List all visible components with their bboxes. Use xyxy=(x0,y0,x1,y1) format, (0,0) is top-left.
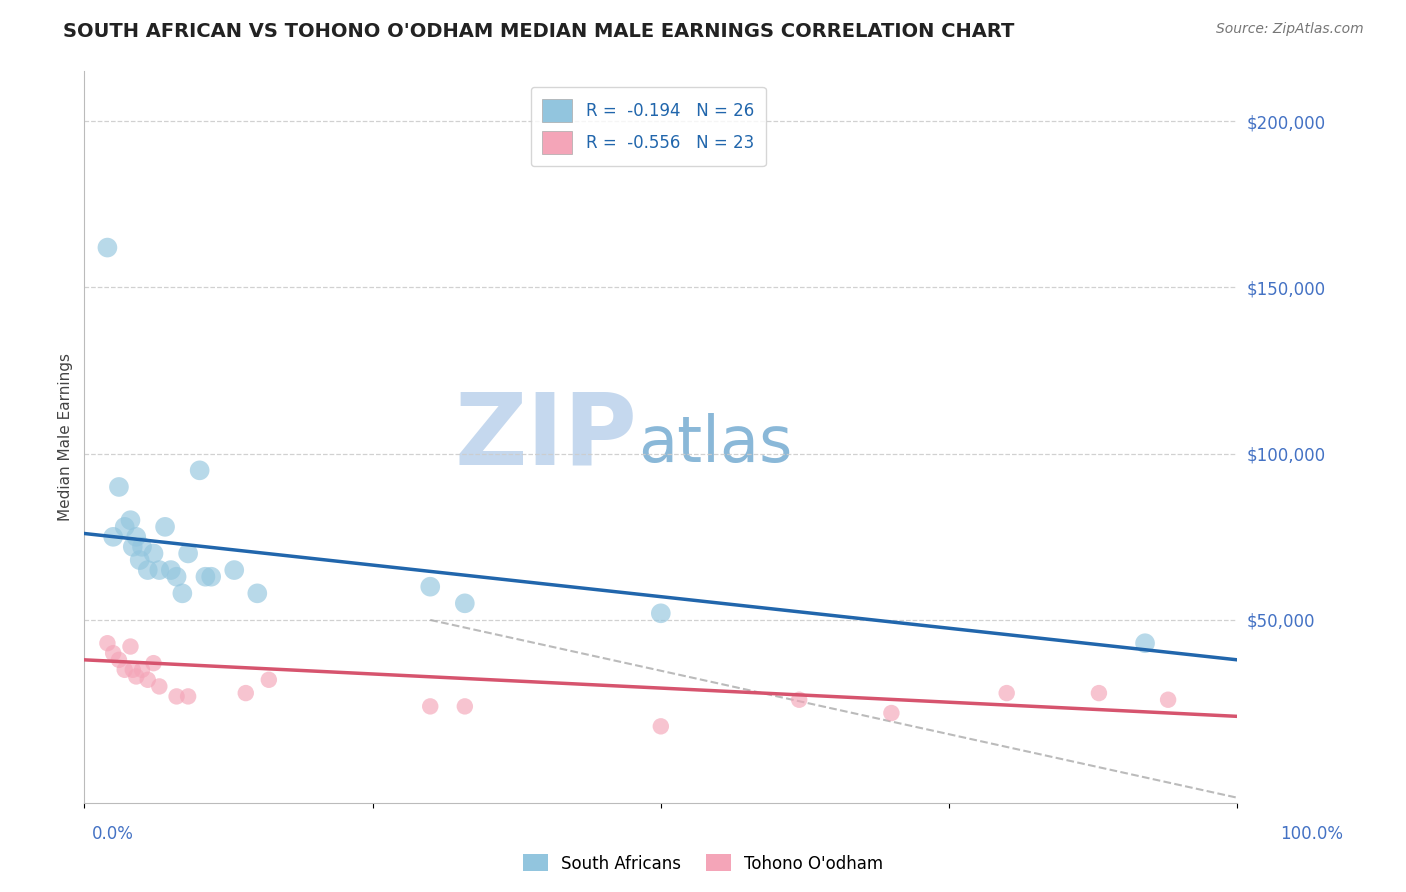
Point xyxy=(114,520,136,534)
Point xyxy=(131,540,153,554)
Point xyxy=(454,699,477,714)
Point xyxy=(200,570,222,584)
Point xyxy=(419,580,441,594)
Point xyxy=(787,692,810,706)
Point xyxy=(142,656,165,670)
Point xyxy=(103,646,124,660)
Point xyxy=(166,690,188,704)
Point xyxy=(103,530,124,544)
Point xyxy=(125,530,148,544)
Point xyxy=(194,570,217,584)
Point xyxy=(108,480,131,494)
Text: 0.0%: 0.0% xyxy=(91,825,134,843)
Point xyxy=(1157,692,1180,706)
Point xyxy=(148,680,170,694)
Point xyxy=(235,686,257,700)
Point xyxy=(454,596,477,610)
Point xyxy=(120,513,142,527)
Text: 100.0%: 100.0% xyxy=(1279,825,1343,843)
Point xyxy=(96,636,118,650)
Point xyxy=(114,663,136,677)
Point xyxy=(650,719,672,733)
Point xyxy=(224,563,246,577)
Point xyxy=(120,640,142,654)
Point xyxy=(96,241,118,255)
Point xyxy=(1088,686,1111,700)
Legend: R =  -0.194   N = 26, R =  -0.556   N = 23: R = -0.194 N = 26, R = -0.556 N = 23 xyxy=(531,87,766,166)
Text: Source: ZipAtlas.com: Source: ZipAtlas.com xyxy=(1216,22,1364,37)
Text: ZIP: ZIP xyxy=(456,389,638,485)
Point xyxy=(419,699,441,714)
Point xyxy=(108,653,131,667)
Point xyxy=(172,586,194,600)
Point xyxy=(153,520,176,534)
Point xyxy=(142,546,165,560)
Point xyxy=(257,673,280,687)
Point xyxy=(125,669,148,683)
Point xyxy=(880,706,903,720)
Legend: South Africans, Tohono O'odham: South Africans, Tohono O'odham xyxy=(516,847,890,880)
Point xyxy=(136,673,159,687)
Point xyxy=(995,686,1018,700)
Point xyxy=(166,570,188,584)
Point xyxy=(128,553,150,567)
Point xyxy=(148,563,170,577)
Point xyxy=(136,563,159,577)
Point xyxy=(177,546,200,560)
Point xyxy=(121,663,143,677)
Y-axis label: Median Male Earnings: Median Male Earnings xyxy=(58,353,73,521)
Point xyxy=(188,463,211,477)
Point xyxy=(121,540,143,554)
Text: SOUTH AFRICAN VS TOHONO O'ODHAM MEDIAN MALE EARNINGS CORRELATION CHART: SOUTH AFRICAN VS TOHONO O'ODHAM MEDIAN M… xyxy=(63,22,1015,41)
Point xyxy=(650,607,672,621)
Point xyxy=(160,563,183,577)
Point xyxy=(131,663,153,677)
Text: atlas: atlas xyxy=(638,413,792,475)
Point xyxy=(1133,636,1156,650)
Point xyxy=(246,586,269,600)
Point xyxy=(177,690,200,704)
